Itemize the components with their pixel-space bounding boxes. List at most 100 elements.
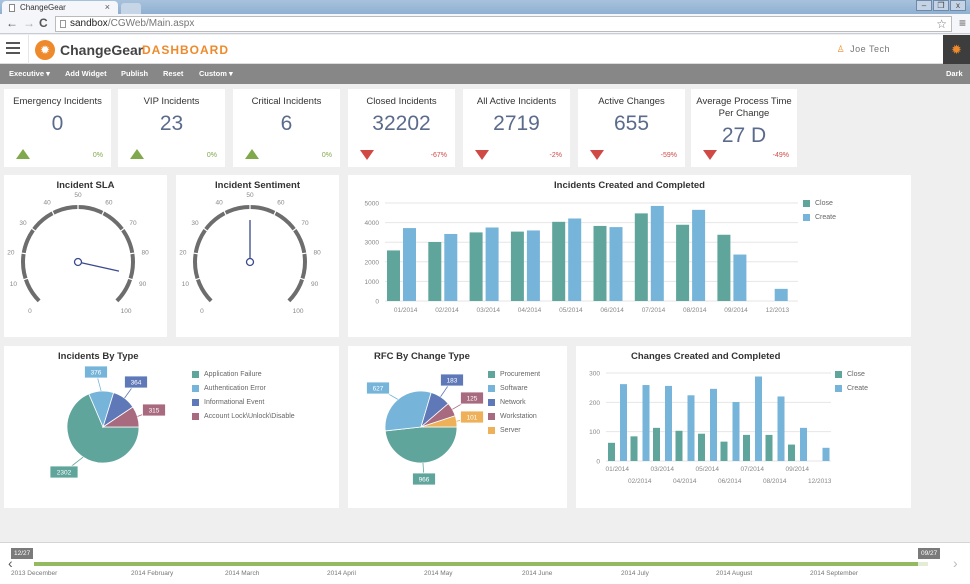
timeline-prev-icon[interactable]: ‹ — [8, 555, 13, 571]
bar-create[interactable] — [800, 427, 807, 461]
kpi-title: Critical Incidents — [251, 96, 322, 107]
bar-close[interactable] — [608, 442, 615, 461]
hamburger-menu-icon[interactable] — [6, 42, 20, 54]
pie-slice[interactable] — [384, 426, 458, 464]
kpi-value: 655 — [613, 112, 650, 135]
bar-close[interactable] — [593, 225, 607, 301]
forward-icon[interactable]: → — [23, 16, 35, 30]
legend-label: Application Failure — [204, 371, 262, 378]
bar-close[interactable] — [552, 221, 566, 301]
kpi-card[interactable]: Active Changes 655 -59% — [578, 89, 685, 167]
legend-item: Procurement — [488, 371, 540, 385]
bar-create[interactable] — [687, 395, 695, 461]
bar-close[interactable] — [469, 232, 483, 301]
start-handle[interactable]: 12/27 — [11, 548, 34, 559]
bar-close[interactable] — [788, 444, 795, 461]
settings-gear-icon[interactable]: ✹ — [943, 35, 970, 64]
bar-create[interactable] — [620, 384, 627, 461]
add-widget-button[interactable]: Add Widget — [65, 69, 107, 78]
tab-close-icon[interactable]: × — [104, 2, 110, 12]
legend-swatch — [488, 427, 495, 434]
pie-slice[interactable] — [384, 390, 432, 432]
timeline-range[interactable] — [34, 562, 918, 566]
bar-create[interactable] — [665, 385, 672, 461]
bar-create[interactable] — [692, 209, 706, 301]
bookmark-star-icon[interactable]: ☆ — [936, 17, 947, 31]
bar-create[interactable] — [568, 218, 582, 301]
bar-close[interactable] — [634, 213, 648, 301]
bar-create[interactable] — [777, 396, 785, 461]
gauge-tick-label: 60 — [105, 199, 113, 206]
reset-button[interactable]: Reset — [163, 69, 184, 78]
legend-swatch — [192, 413, 199, 420]
bar-close[interactable] — [387, 250, 400, 301]
bar-create[interactable] — [485, 227, 499, 302]
new-tab-button[interactable] — [121, 3, 141, 14]
reload-icon[interactable]: C — [39, 16, 48, 30]
chart-title: Incident SLA — [56, 180, 115, 191]
maximize-icon[interactable]: ❐ — [933, 0, 949, 11]
browser-tab[interactable]: ChangeGear × — [2, 1, 118, 15]
legend-swatch — [835, 385, 842, 392]
back-icon[interactable]: ← — [6, 16, 18, 30]
kpi-card[interactable]: All Active Incidents 2719 -2% — [463, 89, 570, 167]
bar-close[interactable] — [765, 434, 773, 461]
bar-close[interactable] — [676, 224, 690, 301]
bar-close[interactable] — [720, 441, 728, 461]
timeline-next-icon[interactable]: › — [953, 555, 958, 571]
bar-create[interactable] — [444, 233, 458, 301]
x-tick-label: 01/2014 — [394, 307, 418, 314]
kpi-card[interactable]: VIP Incidents 23 0% — [118, 89, 225, 167]
bar-chart: 0 100 200 300 01/2014 02/2014 03/2014 04/2014 05… — [589, 371, 831, 485]
bar-close[interactable] — [743, 434, 750, 461]
kpi-card[interactable]: Average Process Time Per Change 27 D -49… — [691, 89, 797, 167]
bar-close[interactable] — [675, 430, 683, 461]
pie-slice[interactable] — [420, 415, 458, 428]
bar-create[interactable] — [609, 227, 623, 301]
bar-create[interactable] — [642, 385, 650, 461]
bar-create[interactable] — [710, 388, 717, 461]
bar-close[interactable] — [698, 433, 705, 461]
bar-close[interactable] — [630, 436, 638, 461]
close-window-icon[interactable]: x — [950, 0, 966, 11]
bar-create[interactable] — [650, 205, 664, 301]
bar-create[interactable] — [733, 254, 747, 301]
gauge-tick — [119, 227, 126, 232]
bar-close[interactable] — [428, 242, 442, 301]
legend-label: Account Lock\Unlock\Disable — [204, 413, 295, 420]
pie-slice[interactable] — [66, 393, 140, 464]
kpi-card[interactable]: Closed Incidents 32202 -67% — [348, 89, 455, 167]
kpi-card[interactable]: Emergency Incidents 0 0% — [4, 89, 111, 167]
user-menu[interactable]: ♙ Joe Tech — [837, 44, 890, 55]
browser-menu-icon[interactable]: ≡ — [958, 16, 966, 30]
minimize-icon[interactable]: – — [916, 0, 932, 11]
kpi-card[interactable]: Critical Incidents 6 0% — [233, 89, 340, 167]
bar-create[interactable] — [526, 230, 540, 301]
timeline-slider[interactable]: 12/27 09/27 ‹ › 2013 December 2014 Februa… — [0, 542, 970, 584]
x-tick-label: 09/2014 — [724, 307, 748, 314]
kpi-change-percent: 0% — [321, 152, 332, 159]
chart-title: Incidents Created and Completed — [554, 180, 705, 191]
kpi-change-percent: -2% — [549, 152, 562, 159]
publish-button[interactable]: Publish — [121, 69, 149, 78]
legend-item: Server — [488, 427, 540, 441]
pie-slice[interactable] — [101, 406, 140, 428]
bar-create[interactable] — [403, 228, 416, 301]
bar-close[interactable] — [717, 234, 731, 301]
custom-dropdown[interactable]: Custom ▾ — [199, 69, 233, 78]
bar-create[interactable] — [822, 447, 830, 461]
x-tick-label: 02/2014 — [628, 478, 652, 485]
bar-create[interactable] — [755, 376, 762, 461]
bar-create[interactable] — [774, 288, 788, 301]
bar-close[interactable] — [510, 231, 524, 301]
legend-label: Authentication Error — [204, 385, 266, 392]
bar-create[interactable] — [732, 402, 740, 461]
data-label: 183 — [447, 378, 458, 385]
executive-dropdown[interactable]: Executive ▾ — [9, 69, 50, 78]
bar-chart: 0 1000 2000 3000 4000 5000 01/2014 02/2014 03/20… — [365, 201, 798, 314]
end-handle[interactable]: 09/27 — [918, 548, 941, 559]
theme-dark-button[interactable]: Dark — [946, 69, 963, 78]
y-tick-label: 100 — [589, 429, 600, 436]
url-input[interactable]: sandbox/CGWeb/Main.aspx ☆ — [55, 16, 952, 32]
bar-close[interactable] — [653, 427, 660, 461]
